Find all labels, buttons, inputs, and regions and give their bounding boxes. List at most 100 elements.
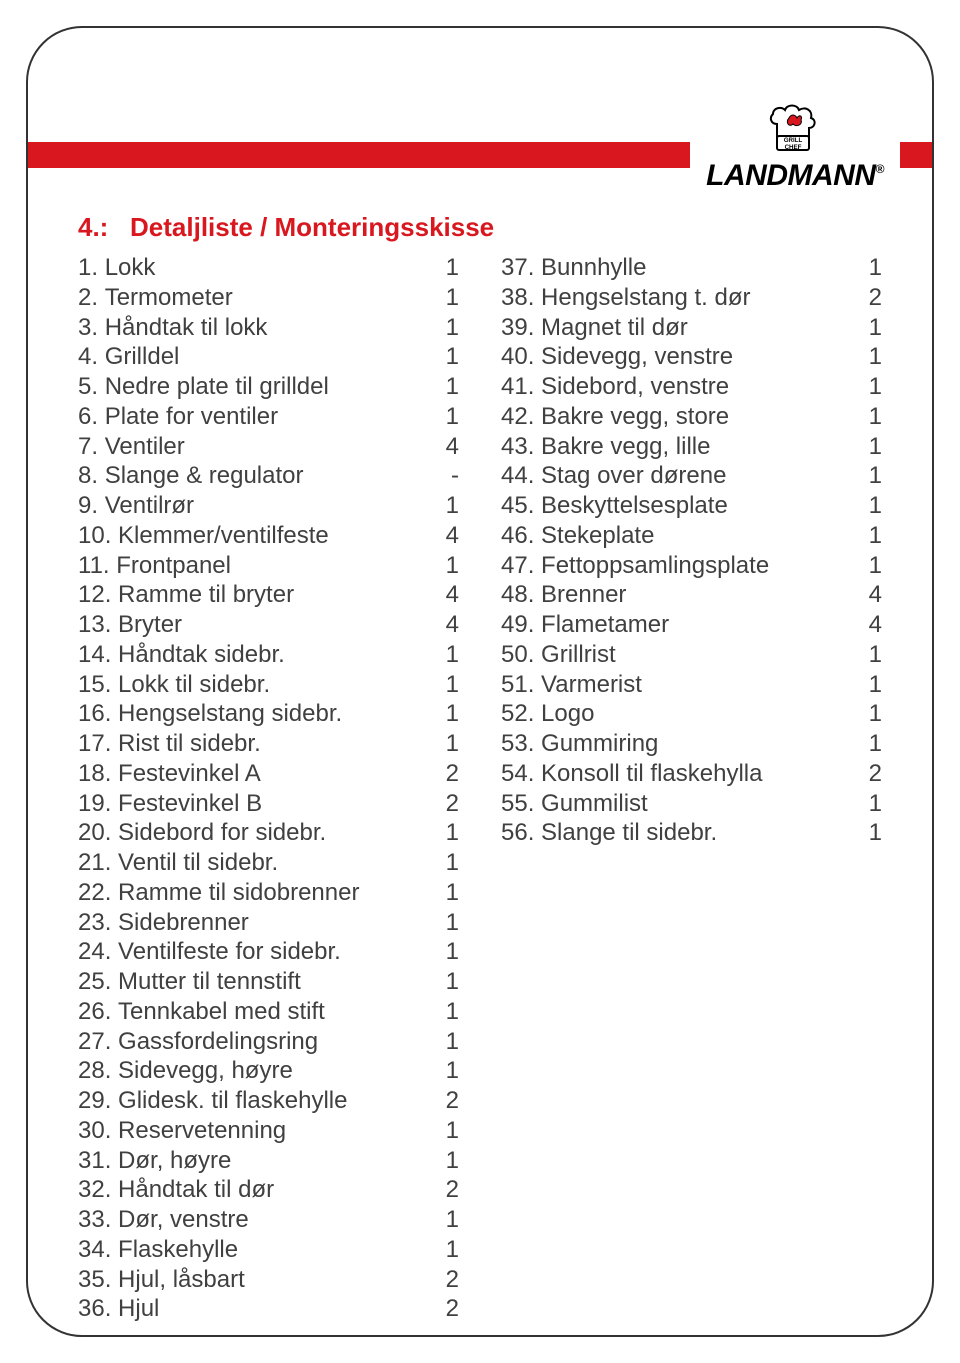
parts-row-qty: 1 (437, 670, 459, 700)
parts-row: 16. Hengselstang sidebr.1 (78, 699, 459, 729)
parts-row: 8. Slange & regulator- (78, 461, 459, 491)
parts-row-number: 33. (78, 1205, 118, 1235)
parts-row-label: Håndtak til lokk (105, 313, 437, 343)
parts-row-label: Sidevegg, høyre (118, 1056, 437, 1086)
parts-row-label: Fettoppsamlingsplate (541, 551, 860, 581)
parts-row-number: 51. (501, 670, 541, 700)
parts-row-label: Festevinkel A (118, 759, 437, 789)
parts-row-qty: 1 (437, 878, 459, 908)
parts-row-number: 25. (78, 967, 118, 997)
parts-row-qty: 1 (437, 1056, 459, 1086)
parts-row-qty: 1 (437, 402, 459, 432)
parts-row: 45. Beskyttelsesplate1 (501, 491, 882, 521)
parts-row-label: Bakre vegg, store (541, 402, 860, 432)
parts-row-qty: 2 (437, 789, 459, 819)
parts-row-number: 54. (501, 759, 541, 789)
parts-row-label: Hengselstang sidebr. (118, 699, 437, 729)
parts-row: 30. Reservetenning1 (78, 1116, 459, 1146)
parts-row-number: 20. (78, 818, 118, 848)
parts-row-qty: 2 (860, 759, 882, 789)
parts-row-qty: 1 (860, 640, 882, 670)
parts-row-qty: 4 (437, 580, 459, 610)
parts-row-qty: 4 (437, 610, 459, 640)
parts-row-qty: 1 (437, 551, 459, 581)
parts-row-qty: 1 (437, 640, 459, 670)
parts-row: 46. Stekeplate1 (501, 521, 882, 551)
parts-row-qty: - (437, 461, 459, 491)
parts-row-qty: 1 (860, 789, 882, 819)
parts-row-label: Reservetenning (118, 1116, 437, 1146)
parts-row: 53. Gummiring1 (501, 729, 882, 759)
parts-row: 40. Sidevegg, venstre1 (501, 342, 882, 372)
parts-row-label: Dør, høyre (118, 1146, 437, 1176)
parts-row-qty: 2 (437, 1175, 459, 1205)
parts-row-number: 38. (501, 283, 541, 313)
parts-row-number: 47. (501, 551, 541, 581)
parts-row-number: 43. (501, 432, 541, 462)
parts-row: 5. Nedre plate til grilldel1 (78, 372, 459, 402)
parts-row: 41. Sidebord, venstre1 (501, 372, 882, 402)
parts-row: 9. Ventilrør1 (78, 491, 459, 521)
brand-logo: GRILL CHEF LANDMANN® (690, 98, 900, 195)
parts-row-label: Varmerist (541, 670, 860, 700)
parts-row: 24. Ventilfeste for sidebr.1 (78, 937, 459, 967)
parts-row-number: 18. (78, 759, 118, 789)
parts-row-label: Bakre vegg, lille (541, 432, 860, 462)
parts-row-number: 3. (78, 313, 105, 343)
parts-row-qty: 1 (860, 699, 882, 729)
parts-row-qty: 1 (860, 372, 882, 402)
parts-row-number: 48. (501, 580, 541, 610)
parts-row-number: 26. (78, 997, 118, 1027)
parts-row-number: 42. (501, 402, 541, 432)
parts-row-label: Dør, venstre (118, 1205, 437, 1235)
parts-row-label: Ramme til sidobrenner (118, 878, 437, 908)
parts-row-qty: 2 (437, 1086, 459, 1116)
parts-row-qty: 1 (860, 491, 882, 521)
parts-row-number: 35. (78, 1265, 118, 1295)
parts-row-number: 1. (78, 253, 105, 283)
parts-row-number: 40. (501, 342, 541, 372)
parts-row-number: 56. (501, 818, 541, 848)
parts-row-number: 49. (501, 610, 541, 640)
parts-row-qty: 1 (437, 1235, 459, 1265)
badge-bottom-text: CHEF (785, 144, 802, 151)
parts-row-qty: 1 (860, 670, 882, 700)
parts-row-qty: 1 (437, 313, 459, 343)
parts-row: 27. Gassfordelingsring1 (78, 1027, 459, 1057)
parts-row-label: Sidebrenner (118, 908, 437, 938)
parts-row-number: 41. (501, 372, 541, 402)
parts-row: 44. Stag over dørene1 (501, 461, 882, 491)
parts-row-label: Ramme til bryter (118, 580, 437, 610)
parts-row-number: 4. (78, 342, 105, 372)
parts-row: 6. Plate for ventiler1 (78, 402, 459, 432)
parts-row-label: Termometer (105, 283, 437, 313)
parts-row: 55. Gummilist1 (501, 789, 882, 819)
parts-row-label: Hjul (118, 1294, 437, 1324)
title-prefix: 4.: (78, 212, 108, 242)
parts-row-qty: 1 (437, 372, 459, 402)
parts-row: 1. Lokk1 (78, 253, 459, 283)
parts-row-number: 37. (501, 253, 541, 283)
parts-row-label: Festevinkel B (118, 789, 437, 819)
parts-row-number: 13. (78, 610, 118, 640)
parts-row: 13. Bryter4 (78, 610, 459, 640)
parts-row-number: 46. (501, 521, 541, 551)
parts-row-label: Slange & regulator (105, 461, 437, 491)
parts-row-number: 10. (78, 521, 118, 551)
parts-row-number: 34. (78, 1235, 118, 1265)
parts-row: 50. Grillrist1 (501, 640, 882, 670)
parts-row-label: Gummilist (541, 789, 860, 819)
parts-row: 15. Lokk til sidebr.1 (78, 670, 459, 700)
parts-row: 4. Grilldel1 (78, 342, 459, 372)
parts-row-number: 8. (78, 461, 105, 491)
parts-row-label: Håndtak til dør (118, 1175, 437, 1205)
parts-row-number: 45. (501, 491, 541, 521)
parts-row-label: Mutter til tennstift (118, 967, 437, 997)
parts-row-label: Bunnhylle (541, 253, 860, 283)
parts-row-label: Ventilfeste for sidebr. (118, 937, 437, 967)
parts-row-label: Slange til sidebr. (541, 818, 860, 848)
parts-row: 3. Håndtak til lokk1 (78, 313, 459, 343)
parts-row-qty: 1 (860, 253, 882, 283)
parts-row: 49. Flametamer4 (501, 610, 882, 640)
parts-row-qty: 1 (437, 1027, 459, 1057)
